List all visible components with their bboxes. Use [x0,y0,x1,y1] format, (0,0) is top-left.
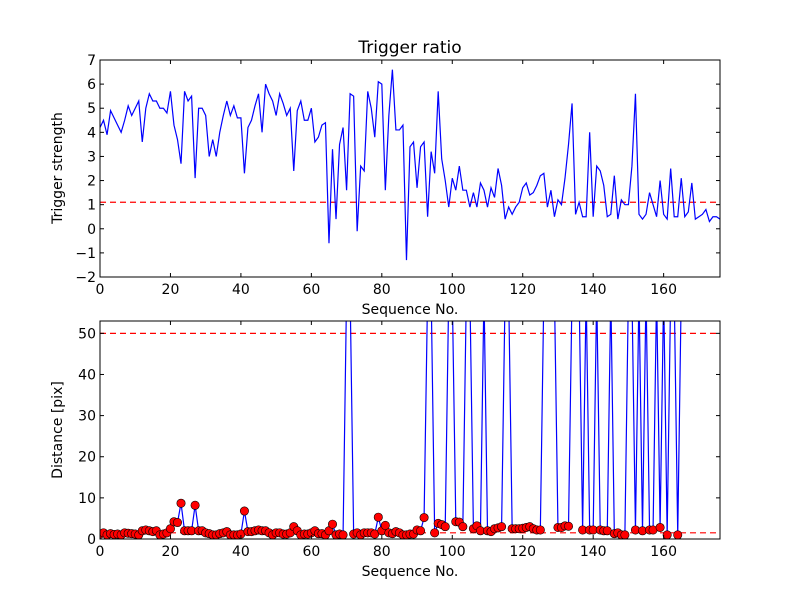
x-tick-label: 80 [373,544,391,560]
y-tick-label: 0 [87,222,96,238]
y-tick-label: 30 [78,409,96,425]
x-tick-label: 40 [232,544,250,560]
y-tick-label: 0 [87,532,96,548]
y-tick-label: 20 [78,450,96,466]
x-tick-label: 160 [650,282,677,298]
data-point [165,524,175,534]
data-point [190,500,200,510]
y-tick-label: 3 [87,149,96,165]
x-tick-label: 160 [650,544,677,560]
x-axis-label: Sequence No. [362,302,459,318]
y-tick-label: 4 [87,125,96,141]
y-tick-label: 10 [78,491,96,507]
data-point [239,506,249,516]
x-tick-label: 120 [509,544,536,560]
distance-panel: Sequence No. Distance [pix] 0 20 40 60 80 100… [50,320,721,580]
x-tick-label: 120 [509,282,536,298]
trigger-ratio-panel: Trigger ratio Sequence No. Trigger stren… [50,38,721,318]
plot-frame [99,320,721,540]
x-tick-label: 100 [439,544,466,560]
data-point [564,521,574,531]
series-line [100,69,720,261]
y-tick-label: 6 [87,77,96,93]
data-point [440,522,450,532]
y-tick-label: 7 [87,53,96,69]
x-tick-label: 100 [439,282,466,298]
data-point [673,530,683,539]
x-tick-label: 40 [232,282,250,298]
y-axis-label: Trigger strength [50,112,66,225]
data-point [419,513,429,523]
x-tick-label: 20 [162,282,180,298]
x-tick-label: 80 [373,282,391,298]
data-point [173,518,183,528]
ticks: 0 20 40 60 80 100 120 140 160 0 10 20 30 40 50 [78,321,720,560]
data-point [655,522,665,532]
data-point [535,525,545,535]
x-tick-label: 140 [580,282,607,298]
plot-content [100,321,720,539]
x-tick-label: 0 [96,282,105,298]
ticks: 0 20 40 60 80 100 120 140 160 −2 −1 0 1 2 3 4 5 6 7 [75,53,720,298]
y-tick-label: 2 [87,174,96,190]
data-point [176,498,186,508]
chart-title: Trigger ratio [357,38,461,58]
data-point [338,530,348,539]
data-point [662,530,672,539]
x-tick-label: 60 [302,544,320,560]
x-tick-label: 0 [96,544,105,560]
y-tick-label: 5 [87,101,96,117]
y-tick-label: −1 [75,246,96,262]
y-axis-label: Distance [pix] [50,381,66,479]
y-tick-label: 1 [87,198,96,214]
series-line [100,321,682,536]
y-tick-label: −2 [75,270,96,286]
data-point [327,519,337,529]
plot-content [100,69,720,261]
x-axis-label: Sequence No. [362,564,459,580]
x-tick-label: 60 [302,282,320,298]
data-point [380,520,390,530]
x-tick-label: 20 [162,544,180,560]
y-tick-label: 50 [78,326,96,342]
data-point [620,530,630,539]
data-point [373,512,383,522]
data-point [458,522,468,532]
data-point [416,526,426,536]
data-point [430,528,440,538]
data-point [497,522,507,532]
plot-frame [99,59,721,278]
y-tick-label: 40 [78,367,96,383]
x-tick-label: 140 [580,544,607,560]
